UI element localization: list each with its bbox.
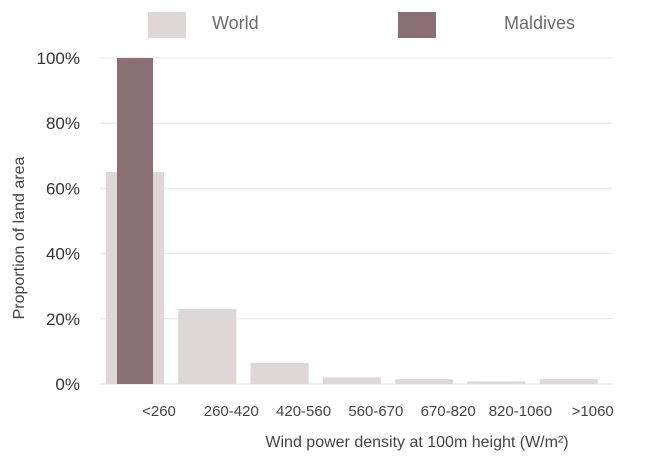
bar-world (539, 379, 598, 384)
x-tick-label: 420-560 (276, 403, 331, 420)
bar-maldives (117, 58, 153, 384)
x-tick-label: <260 (142, 403, 176, 420)
y-tick-label: 40% (46, 245, 80, 264)
legend-label-world: World (212, 13, 259, 33)
x-tick-labels: <260 260-420 420-560 560-670 670-820 820-1060… (142, 403, 614, 420)
bar-world (178, 309, 237, 384)
bar-world (250, 362, 309, 384)
x-tick-label: 820-1060 (489, 403, 552, 420)
grid-lines (100, 57, 612, 385)
legend-swatch-world (148, 12, 186, 38)
legend-label-maldives: Maldives (504, 13, 575, 33)
y-tick-labels: 0% 20% 40% 60% 80% 100% (37, 49, 80, 394)
legend: World Maldives (148, 12, 575, 38)
y-tick-label: 0% (55, 375, 80, 394)
legend-swatch-maldives (398, 12, 436, 38)
bar-world (395, 379, 454, 384)
bar-world (467, 381, 526, 384)
y-tick-label: 80% (46, 114, 80, 133)
x-tick-label: 560-670 (348, 403, 403, 420)
y-axis-title: Proportion of land area (11, 157, 28, 320)
bar-world (322, 377, 381, 384)
x-tick-label: 260-420 (204, 403, 259, 420)
y-tick-label: 20% (46, 310, 80, 329)
x-tick-label: 670-820 (421, 403, 476, 420)
bars (106, 58, 598, 384)
y-tick-label: 60% (46, 179, 80, 198)
x-tick-label: >1060 (572, 403, 614, 420)
x-axis-title: Wind power density at 100m height (W/m²) (265, 434, 568, 451)
y-tick-label: 100% (37, 49, 80, 68)
